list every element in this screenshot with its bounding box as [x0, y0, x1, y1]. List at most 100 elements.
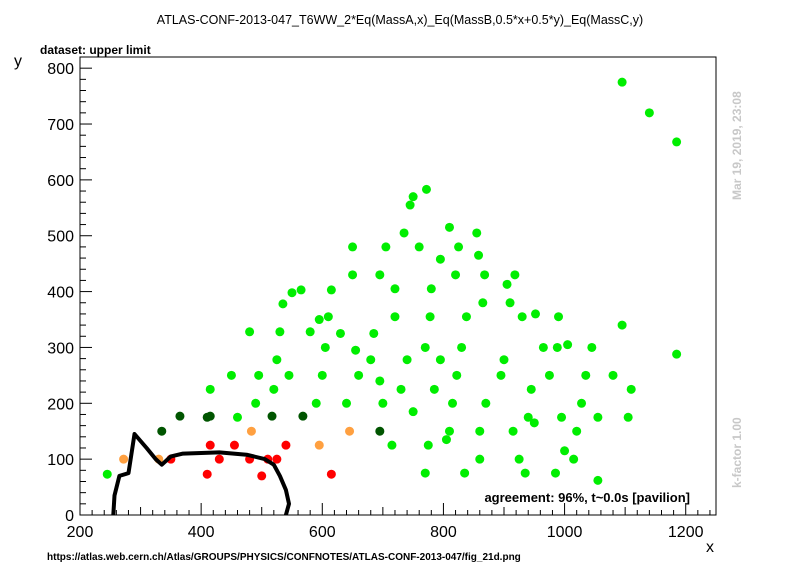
data-point-dark-green: [267, 411, 277, 421]
x-tick-label: 1200: [668, 524, 704, 541]
data-point-red: [326, 469, 336, 479]
data-point-bright-green: [251, 398, 261, 408]
data-point-bright-green: [348, 242, 358, 252]
data-point-bright-green: [623, 412, 633, 422]
data-point-bright-green: [348, 270, 358, 280]
data-point-bright-green: [405, 200, 415, 210]
axis-ticks: [79, 56, 711, 516]
data-point-bright-green: [554, 312, 564, 322]
data-point-bright-green: [452, 370, 462, 380]
y-tick-label: 400: [47, 285, 74, 302]
data-point-bright-green: [420, 342, 430, 352]
data-point-bright-green: [454, 242, 464, 252]
data-point-bright-green: [408, 407, 418, 417]
data-point-bright-green: [672, 137, 682, 147]
data-point-bright-green: [457, 342, 467, 352]
data-point-bright-green: [626, 384, 636, 394]
data-point-bright-green: [472, 228, 482, 238]
data-point-bright-green: [502, 279, 512, 289]
source-url: https://atlas.web.cern.ch/Atlas/GROUPS/P…: [47, 552, 521, 563]
data-point-orange: [314, 440, 324, 450]
data-point-bright-green: [314, 315, 324, 325]
data-point-bright-green: [278, 299, 288, 309]
data-point-bright-green: [311, 398, 321, 408]
data-point-bright-green: [448, 398, 458, 408]
data-point-bright-green: [342, 398, 352, 408]
data-point-bright-green: [435, 254, 445, 264]
data-point-bright-green: [284, 370, 294, 380]
x-axis-label: x: [706, 539, 714, 556]
data-point-bright-green: [672, 349, 682, 359]
data-point-bright-green: [496, 370, 506, 380]
data-point-bright-green: [317, 370, 327, 380]
x-tick-label: 800: [430, 524, 457, 541]
y-tick-label: 300: [47, 340, 74, 357]
data-point-bright-green: [425, 312, 435, 322]
data-point-bright-green: [366, 355, 376, 365]
data-point-bright-green: [520, 468, 530, 478]
data-point-dark-green: [175, 411, 185, 421]
data-point-bright-green: [617, 77, 627, 87]
data-point-bright-green: [408, 192, 418, 202]
data-point-bright-green: [399, 228, 409, 238]
data-point-bright-green: [414, 242, 424, 252]
data-point-bright-green: [326, 285, 336, 295]
data-point-bright-green: [102, 469, 112, 479]
data-point-bright-green: [481, 398, 491, 408]
data-point-bright-green: [644, 108, 654, 118]
data-point-bright-green: [617, 320, 627, 330]
data-point-red: [229, 440, 239, 450]
data-point-bright-green: [560, 446, 570, 456]
y-tick-label: 100: [47, 452, 74, 469]
data-point-bright-green: [550, 468, 560, 478]
data-point-bright-green: [593, 475, 603, 485]
chart-title: ATLAS-CONF-2013-047_T6WW_2*Eq(MassA,x)_E…: [157, 13, 643, 27]
data-point-orange: [246, 426, 256, 436]
data-point-red: [214, 454, 224, 464]
data-point-bright-green: [435, 355, 445, 365]
data-point-bright-green: [323, 312, 333, 322]
data-point-red: [281, 440, 291, 450]
data-point-bright-green: [552, 342, 562, 352]
data-point-bright-green: [608, 370, 618, 380]
data-point-dark-green: [375, 426, 385, 436]
y-tick-label: 200: [47, 396, 74, 413]
data-point-bright-green: [335, 328, 345, 338]
data-point-bright-green: [577, 398, 587, 408]
x-tick-label: 400: [188, 524, 215, 541]
data-point-bright-green: [508, 426, 518, 436]
y-tick-label: 500: [47, 229, 74, 246]
data-point-bright-green: [305, 327, 315, 337]
y-tick-label: 600: [47, 173, 74, 190]
data-point-bright-green: [569, 454, 579, 464]
data-point-bright-green: [375, 270, 385, 280]
y-axis-label: y: [14, 53, 22, 70]
data-point-bright-green: [354, 370, 364, 380]
data-point-bright-green: [474, 250, 484, 260]
data-point-dark-green: [298, 411, 308, 421]
data-point-bright-green: [529, 418, 539, 428]
data-point-bright-green: [232, 412, 242, 422]
data-point-bright-green: [381, 242, 391, 252]
data-point-bright-green: [572, 426, 582, 436]
data-point-bright-green: [517, 312, 527, 322]
data-point-bright-green: [254, 370, 264, 380]
data-point-bright-green: [375, 376, 385, 386]
data-point-orange: [119, 454, 129, 464]
data-point-bright-green: [593, 412, 603, 422]
data-point-bright-green: [378, 398, 388, 408]
data-point-bright-green: [441, 435, 451, 445]
data-point-bright-green: [205, 384, 215, 394]
data-point-bright-green: [499, 355, 509, 365]
axis-tick-labels: 200 400 600 800 1000 1200 0 100 200 300 400 500 600 7…: [47, 61, 703, 541]
data-point-bright-green: [505, 298, 515, 308]
data-point-bright-green: [269, 384, 279, 394]
x-tick-label: 600: [309, 524, 336, 541]
data-point-bright-green: [475, 426, 485, 436]
y-tick-label: 800: [47, 61, 74, 78]
data-point-bright-green: [530, 309, 540, 319]
data-point-bright-green: [351, 345, 361, 355]
data-point-dark-green: [205, 411, 215, 421]
data-point-bright-green: [480, 270, 490, 280]
